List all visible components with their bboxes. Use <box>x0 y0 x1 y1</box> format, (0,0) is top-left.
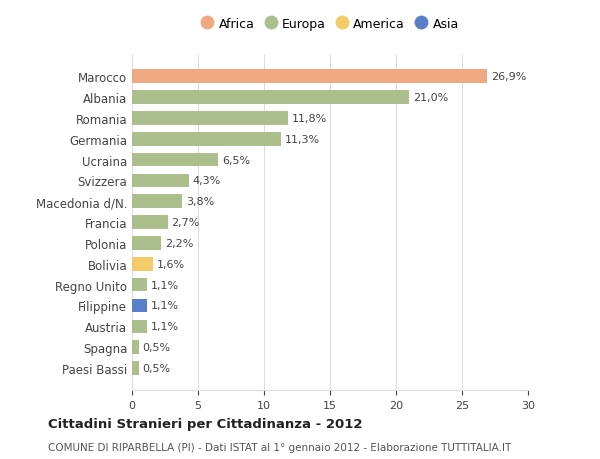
Bar <box>132 133 281 146</box>
Text: Cittadini Stranieri per Cittadinanza - 2012: Cittadini Stranieri per Cittadinanza - 2… <box>48 417 362 430</box>
Bar <box>132 257 153 271</box>
Text: 21,0%: 21,0% <box>413 93 448 103</box>
Text: 1,1%: 1,1% <box>151 322 179 331</box>
Bar <box>132 361 139 375</box>
Bar <box>132 216 167 230</box>
Bar <box>132 278 146 292</box>
Text: 2,7%: 2,7% <box>172 218 200 228</box>
Bar <box>132 195 182 208</box>
Bar <box>132 91 409 105</box>
Bar <box>132 174 189 188</box>
Text: 11,3%: 11,3% <box>285 134 320 145</box>
Bar <box>132 112 288 125</box>
Bar <box>132 341 139 354</box>
Text: 0,5%: 0,5% <box>143 363 170 373</box>
Text: 11,8%: 11,8% <box>292 114 327 123</box>
Text: 1,6%: 1,6% <box>157 259 185 269</box>
Text: 6,5%: 6,5% <box>222 155 250 165</box>
Text: 3,8%: 3,8% <box>186 197 214 207</box>
Text: 0,5%: 0,5% <box>143 342 170 353</box>
Bar <box>132 237 161 250</box>
Text: 1,1%: 1,1% <box>151 301 179 311</box>
Bar <box>132 320 146 333</box>
Text: 2,2%: 2,2% <box>165 238 193 248</box>
Text: 1,1%: 1,1% <box>151 280 179 290</box>
Text: 26,9%: 26,9% <box>491 72 526 82</box>
Text: 4,3%: 4,3% <box>193 176 221 186</box>
Text: COMUNE DI RIPARBELLA (PI) - Dati ISTAT al 1° gennaio 2012 - Elaborazione TUTTITA: COMUNE DI RIPARBELLA (PI) - Dati ISTAT a… <box>48 442 511 452</box>
Bar <box>132 70 487 84</box>
Legend: Africa, Europa, America, Asia: Africa, Europa, America, Asia <box>201 18 459 31</box>
Bar <box>132 153 218 167</box>
Bar <box>132 299 146 313</box>
